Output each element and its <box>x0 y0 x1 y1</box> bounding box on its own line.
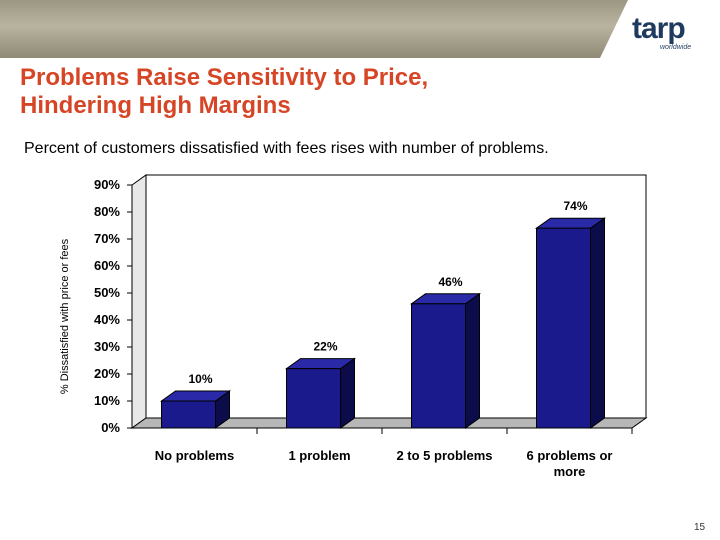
tarp-logo: tarp worldwide <box>632 14 712 54</box>
y-tick-label: 10% <box>94 393 120 408</box>
page-number: 15 <box>694 522 706 533</box>
bar <box>161 400 216 429</box>
y-tick-label: 40% <box>94 312 120 327</box>
y-tick-label: 60% <box>94 258 120 273</box>
bar-side <box>465 292 480 429</box>
y-tick-label: 20% <box>94 366 120 381</box>
data-label: 46% <box>438 275 462 289</box>
x-tick-label: 2 to 5 problems <box>396 448 492 463</box>
bar <box>411 303 466 429</box>
x-tick-label: 6 problems or <box>527 448 613 463</box>
bar <box>536 227 591 429</box>
x-tick-label: more <box>554 464 586 479</box>
plot-side-wall <box>131 174 147 429</box>
y-tick-label: 70% <box>94 231 120 246</box>
logo-text: tarp <box>632 12 686 45</box>
y-tick-label: 90% <box>94 177 120 192</box>
title-line-2: Hindering High Margins <box>20 92 291 119</box>
x-tick-label: 1 problem <box>288 448 350 463</box>
y-tick-label: 50% <box>94 285 120 300</box>
slide-subtitle: Percent of customers dissatisfied with f… <box>24 140 549 157</box>
bar-side <box>590 217 605 429</box>
header-bar <box>0 0 720 58</box>
y-tick-label: 0% <box>101 420 120 435</box>
y-axis-label: % Dissatisfied with price or fees <box>59 238 71 394</box>
data-label: 22% <box>313 340 337 354</box>
bar <box>286 368 341 429</box>
y-tick-label: 30% <box>94 339 120 354</box>
slide-title: Problems Raise Sensitivity to Price, Hin… <box>20 64 560 120</box>
y-tick-label: 80% <box>94 204 120 219</box>
bar-side <box>340 357 355 429</box>
data-label: 74% <box>563 199 587 213</box>
title-line-1: Problems Raise Sensitivity to Price, <box>20 64 429 91</box>
data-label: 10% <box>188 372 212 386</box>
logo-subtext: worldwide <box>660 44 692 51</box>
x-tick-label: No problems <box>155 448 234 463</box>
